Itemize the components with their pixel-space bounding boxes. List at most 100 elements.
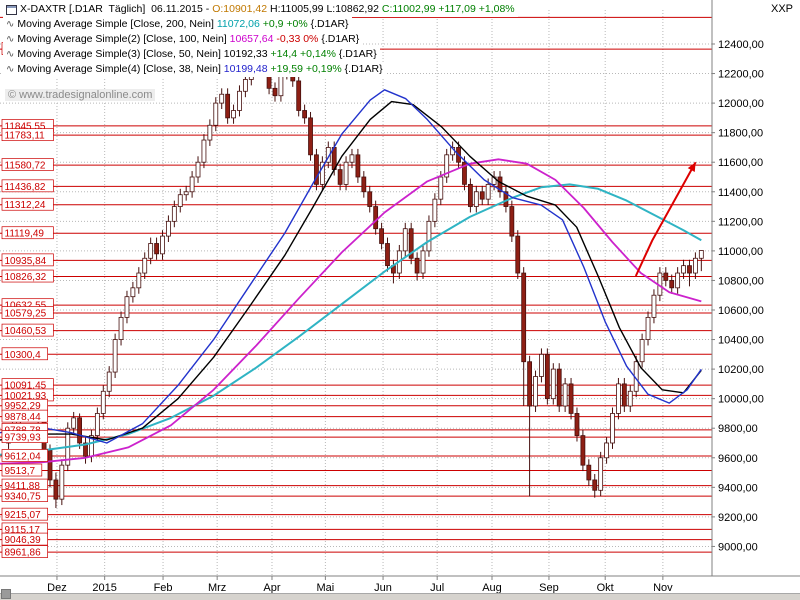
y-axis-label: 10200,00	[718, 364, 764, 376]
y-axis-label: 11000,00	[718, 246, 763, 258]
price-level-label[interactable]: 10021,93	[5, 391, 47, 402]
price-level-label[interactable]: 11783,11	[5, 131, 46, 142]
x-axis-label: Apr	[263, 582, 280, 594]
y-axis-label: 10000,00	[718, 394, 764, 406]
sma-200-line[interactable]	[0, 183, 702, 456]
legend-text-segment: {.D1AR}	[321, 33, 360, 45]
instrument-title-row[interactable]: X-DAXTR [.D1AR Täglich] 06.11.2015 - O:1…	[3, 2, 518, 17]
price-level-label[interactable]: 10826,32	[5, 272, 47, 283]
x-axis-label: Jul	[430, 582, 444, 594]
sma-200-legend-row[interactable]: ∿ Moving Average Simple [Close, 200, Nein…	[3, 17, 352, 32]
price-level-label[interactable]: 9046,39	[5, 535, 42, 546]
trend-arrow-head	[687, 162, 696, 173]
price-level-label[interactable]: 8961,86	[5, 548, 42, 559]
price-level-label[interactable]: 9952,29	[5, 401, 42, 412]
x-axis-label: Mai	[317, 582, 335, 594]
legend-text-segment: {.D1AR}	[344, 63, 383, 75]
price-level-label[interactable]: 10579,25	[5, 309, 47, 320]
legend-text-segment: H:11005,99	[270, 3, 327, 15]
legend-text-segment: L:10862,92	[326, 3, 382, 15]
legend-text-segment: C:11002,99 +117,09 +1,08%	[381, 3, 515, 15]
y-axis-label: 9800,00	[718, 423, 758, 435]
legend-text-segment: +0,9 +0%	[262, 18, 311, 30]
price-level-label[interactable]: 10935,84	[5, 256, 47, 267]
sma-38-legend-row[interactable]: ∿ Moving Average Simple(4) [Close, 38, Ne…	[3, 62, 386, 77]
watermark: © www.tradesignalonline.com	[5, 89, 156, 101]
price-level-label[interactable]: 10091,45	[5, 381, 47, 392]
window-icon	[6, 4, 17, 15]
chart-legend: X-DAXTR [.D1AR Täglich] 06.11.2015 - O:1…	[3, 2, 518, 77]
legend-text-segment: Moving Average Simple(3) [Close, 50, Nei…	[17, 48, 224, 60]
legend-text-segment: 10657,64	[229, 33, 277, 45]
legend-text-segment: {.D1AR}	[310, 18, 349, 30]
y-axis-label: 11200,00	[718, 216, 763, 228]
x-axis-label: Jun	[374, 582, 392, 594]
price-level-label[interactable]: 10632,55	[5, 301, 47, 312]
y-axis-label: 11400,00	[718, 187, 763, 199]
price-level-label[interactable]: 10460,53	[5, 326, 47, 337]
horizontal-scrollbar[interactable]	[0, 593, 800, 600]
sma-50-legend-row[interactable]: ∿ Moving Average Simple(3) [Close, 50, Ne…	[3, 47, 380, 62]
x-axis-label: 2015	[92, 582, 116, 594]
trend-arrow[interactable]	[634, 161, 697, 277]
x-axis-label: Aug	[482, 582, 502, 594]
x-axis-label: Mrz	[208, 582, 226, 594]
wave-icon: ∿	[6, 64, 15, 75]
y-axis-label: 11800,00	[718, 128, 763, 140]
corner-handle[interactable]	[1, 589, 11, 599]
x-axis-label: Sep	[539, 582, 559, 594]
price-level-label[interactable]: 9878,44	[5, 412, 42, 423]
sma-100-line[interactable]	[0, 158, 702, 465]
y-axis-label: 12000,00	[718, 98, 764, 110]
legend-text-segment: Moving Average Simple(2) [Close, 100, Ne…	[17, 33, 230, 45]
y-axis-label: 9600,00	[718, 453, 758, 465]
legend-text-segment: +14,4 +0,14%	[270, 48, 339, 60]
price-level-label[interactable]: 9411,88	[5, 481, 41, 492]
legend-text-segment: -0,33 0%	[276, 33, 322, 45]
price-level-label[interactable]: 11580,72	[5, 161, 46, 172]
y-axis-label: 9400,00	[718, 482, 758, 494]
legend-text-segment: 10199,48	[223, 63, 271, 75]
y-axis-label: 10800,00	[718, 275, 764, 287]
y-axis-label: 12200,00	[718, 69, 764, 81]
y-axis-label: 10600,00	[718, 305, 764, 317]
y-axis[interactable]: 12400,00 12200,00 12000,00 11800,00 11600,00…	[712, 39, 764, 553]
y-axis-label: 11600,00	[718, 157, 763, 169]
price-level-label[interactable]: 9215,07	[5, 510, 42, 521]
price-level-label[interactable]: 9513,7	[5, 466, 36, 477]
price-level-label[interactable]: 11119,49	[5, 229, 45, 240]
y-axis-label: 10400,00	[718, 335, 764, 347]
price-level-label[interactable]: 11312,24	[5, 200, 46, 211]
sma-50-line[interactable]	[0, 100, 702, 441]
sma-100-legend-row[interactable]: ∿ Moving Average Simple(2) [Close, 100, N…	[3, 32, 363, 47]
x-axis[interactable]: Dez 2015 Feb Mrz Apr Mai Jun Jul Aug Sep Okt Nov	[47, 576, 673, 594]
x-axis-label: Nov	[653, 582, 673, 594]
gridlines	[0, 10, 712, 576]
x-axis-label: Okt	[597, 582, 614, 594]
price-level-label[interactable]: 9115,17	[5, 525, 41, 536]
legend-text-segment: +19,59 +0,19%	[270, 63, 345, 75]
price-level-label[interactable]: 9739,93	[5, 433, 42, 444]
x-axis-label: Feb	[154, 582, 173, 594]
price-level-label[interactable]: 9612,04	[5, 451, 42, 462]
y-axis-label: 12400,00	[718, 39, 764, 51]
x-axis-label: Dez	[47, 582, 67, 594]
y-axis-label: 9000,00	[718, 541, 758, 553]
sma-38-line[interactable]	[0, 89, 702, 444]
legend-text-segment: {.D1AR}	[338, 48, 377, 60]
legend-text-segment: Moving Average Simple [Close, 200, Nein]	[17, 18, 217, 30]
price-level-label[interactable]: 10300,4	[5, 350, 42, 361]
price-level-label[interactable]: 11436,82	[5, 182, 46, 193]
scale-tab[interactable]: XXP	[770, 3, 793, 15]
wave-icon: ∿	[6, 49, 15, 60]
price-level-label[interactable]: 11845,55	[5, 121, 46, 132]
price-level-label[interactable]: 9340,75	[5, 492, 42, 503]
wave-icon: ∿	[6, 19, 15, 30]
y-axis-label: 9200,00	[718, 512, 758, 524]
level-labels: 12365,5811845,5511783,1111580,7211436,82…	[1, 42, 54, 559]
wave-icon: ∿	[6, 34, 15, 45]
legend-text-segment: X-DAXTR [.D1AR Täglich] 06.11.2015 -	[20, 3, 213, 15]
legend-text-segment: Moving Average Simple(4) [Close, 38, Nei…	[17, 63, 224, 75]
